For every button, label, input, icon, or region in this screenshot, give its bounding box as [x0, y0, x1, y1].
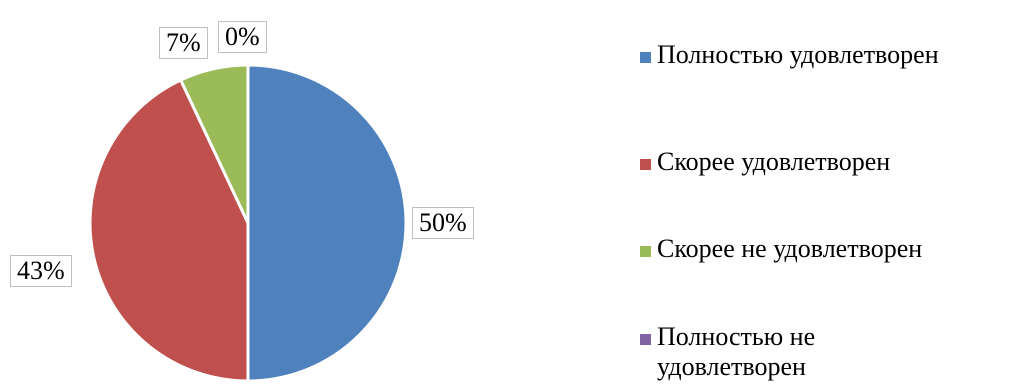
legend-label-rather-not-satisfied: Скорее не удовлетворен: [657, 234, 923, 263]
legend-item-rather-satisfied: Скорее удовлетворен: [640, 147, 1002, 177]
legend-label-fully-satisfied: Полностью удовлетворен: [657, 40, 939, 69]
data-label-fully-not-satisfied: 0%: [218, 21, 267, 53]
legend-item-fully-not-satisfied: Полностью не удовлетворен: [640, 322, 897, 382]
pie-slices: [88, 63, 408, 383]
legend-swatch-rather-satisfied: [640, 159, 651, 170]
data-label-rather-satisfied: 43%: [10, 255, 72, 287]
data-label-rather-not-satisfied: 7%: [159, 27, 208, 59]
legend-item-rather-not-satisfied: Скорее не удовлетворен: [640, 234, 1002, 264]
legend-swatch-fully-not-satisfied: [640, 334, 651, 345]
pie-slice-rather-not-satisfied: [178, 63, 250, 224]
legend-swatch-rather-not-satisfied: [640, 246, 651, 257]
pie-slice-rather-satisfied: [88, 78, 250, 383]
data-label-fully-satisfied: 50%: [412, 207, 474, 239]
legend-item-fully-satisfied: Полностью удовлетворен: [640, 40, 1002, 70]
legend-label-fully-not-satisfied: Полностью не удовлетворен: [657, 322, 816, 381]
pie-slice-fully-satisfied: [246, 63, 408, 383]
legend-label-rather-satisfied: Скорее удовлетворен: [657, 147, 891, 176]
legend-swatch-fully-satisfied: [640, 52, 651, 63]
